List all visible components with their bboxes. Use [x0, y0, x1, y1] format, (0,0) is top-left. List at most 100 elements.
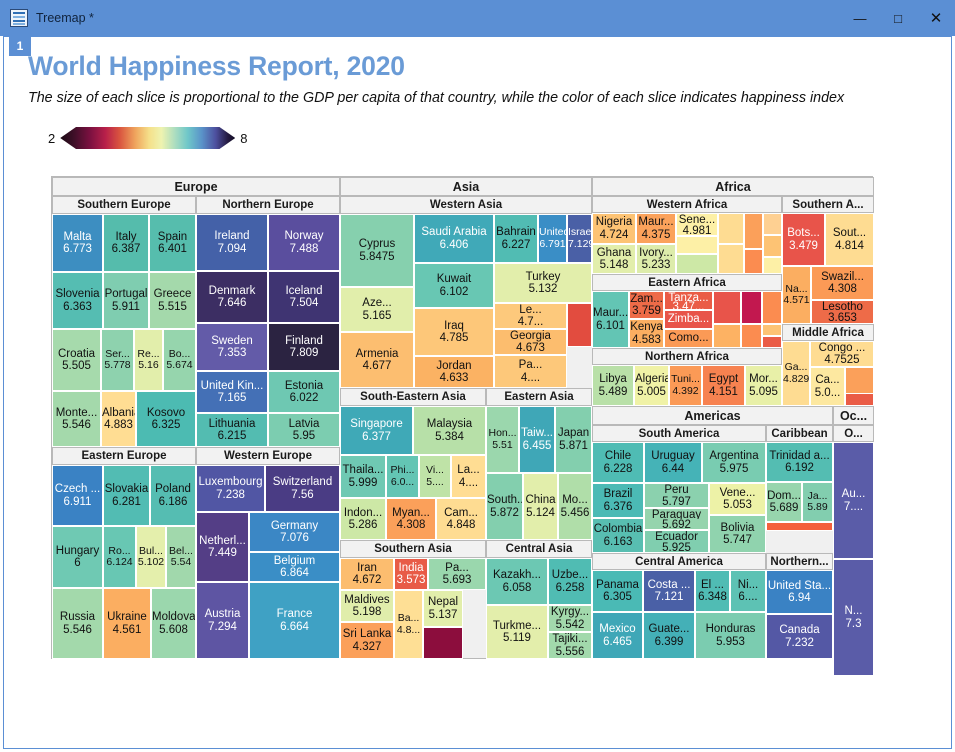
treemap-cell[interactable]: Tanza... 3.47...: [664, 291, 713, 310]
treemap-cell[interactable]: Monte... 5.546: [52, 391, 101, 447]
treemap-cell[interactable]: La... 4....: [451, 455, 486, 498]
treemap-cell[interactable]: El ... 6.348: [695, 570, 730, 612]
treemap-cell[interactable]: Brazil 6.376: [592, 483, 644, 518]
treemap-cell[interactable]: Saudi Arabia 6.406: [414, 214, 494, 263]
treemap-cell[interactable]: Myan... 4.308: [386, 498, 436, 540]
treemap-cell[interactable]: Costa ... 7.121: [643, 570, 695, 612]
treemap-cell[interactable]: Maldives 5.198: [340, 590, 394, 622]
treemap-cell[interactable]: Algeria 5.005: [634, 365, 669, 406]
treemap-cell[interactable]: Jordan 4.633: [414, 356, 494, 388]
treemap-cell[interactable]: Guate... 6.399: [643, 612, 695, 659]
subregion-header[interactable]: Northern Europe: [196, 196, 340, 214]
subregion-header[interactable]: Western Europe: [196, 447, 340, 465]
treemap-cell[interactable]: Ga... 4.829: [782, 341, 810, 406]
treemap-cell[interactable]: Pa... 5.693: [428, 558, 486, 590]
treemap-cell[interactable]: Turkey 5.132: [494, 263, 592, 303]
subregion-header[interactable]: Western Africa: [592, 196, 782, 213]
treemap-cell[interactable]: United Arab ...6.791: [538, 214, 567, 263]
subregion-header[interactable]: Western Asia: [340, 196, 592, 214]
treemap-cell[interactable]: Dom... 5.689: [766, 482, 802, 522]
treemap-cell[interactable]: Malta 6.773: [52, 214, 103, 272]
treemap-cell[interactable]: [741, 291, 762, 324]
treemap-cell[interactable]: Swazil... 4.308: [811, 266, 874, 300]
treemap-cell[interactable]: Ja... 5.89: [802, 482, 833, 522]
treemap-cell[interactable]: India 3.573: [394, 558, 428, 590]
treemap-cell[interactable]: Le... 4.7...: [494, 303, 567, 329]
treemap-cell[interactable]: Iran 4.672: [340, 558, 394, 590]
treemap-cell[interactable]: Indon... 5.286: [340, 498, 386, 540]
subregion-header[interactable]: South-Eastern Asia: [340, 388, 486, 406]
treemap-cell[interactable]: Bahrain 6.227: [494, 214, 538, 263]
minimize-icon[interactable]: —: [853, 10, 867, 26]
treemap-cell[interactable]: [567, 303, 592, 347]
treemap-cell[interactable]: Vene... 5.053: [709, 483, 766, 515]
treemap-cell[interactable]: Moldova 5.608: [151, 588, 196, 659]
treemap-cell[interactable]: United Kin... 7.165: [196, 371, 268, 413]
treemap-cell[interactable]: Russia 5.546: [52, 588, 103, 659]
treemap-cell[interactable]: Kosovo 6.325: [136, 391, 196, 447]
treemap-cell[interactable]: Germany 7.076: [249, 512, 340, 552]
treemap-cell[interactable]: Bel... 5.54: [166, 526, 196, 588]
treemap-cell[interactable]: Taiw... 6.455: [519, 406, 555, 473]
treemap-cell[interactable]: Nigeria 4.724: [592, 213, 636, 244]
treemap-cell[interactable]: Uzbe... 6.258: [548, 558, 592, 605]
treemap-cell[interactable]: [762, 324, 782, 336]
treemap-cell[interactable]: Ro... 6.124: [103, 526, 136, 588]
treemap-cell[interactable]: Finland 7.809: [268, 323, 340, 371]
treemap-cell[interactable]: Maur... 4.375: [636, 213, 676, 244]
subregion-header[interactable]: Central America: [592, 553, 766, 570]
subregion-header[interactable]: Eastern Asia: [486, 388, 592, 406]
treemap-cell[interactable]: Kazakh... 6.058: [486, 558, 548, 605]
treemap-cell[interactable]: Como...: [664, 329, 713, 348]
subregion-header[interactable]: Middle Africa: [782, 324, 874, 341]
subregion-header[interactable]: South America: [592, 425, 766, 442]
subregion-header[interactable]: Northern Africa: [592, 348, 782, 365]
treemap-cell[interactable]: Singapore 6.377: [340, 406, 413, 455]
treemap-cell[interactable]: [744, 249, 763, 274]
subregion-header[interactable]: Southern A...: [782, 196, 874, 213]
treemap-cell[interactable]: [766, 522, 833, 531]
subregion-header[interactable]: Eastern Europe: [52, 447, 196, 465]
treemap-cell[interactable]: Pa... 4....: [494, 355, 567, 388]
treemap-cell[interactable]: Bul... 5.102: [136, 526, 166, 588]
treemap-cell[interactable]: Belgium 6.864: [249, 552, 340, 582]
treemap-cell[interactable]: Norway 7.488: [268, 214, 340, 271]
treemap-cell[interactable]: Maur... 6.101: [592, 291, 629, 348]
treemap-cell[interactable]: Lithuania 6.215: [196, 413, 268, 447]
treemap-cell[interactable]: Sri Lanka 4.327: [340, 622, 394, 659]
treemap-cell[interactable]: Sout... 4.814: [825, 213, 874, 266]
treemap-cell[interactable]: Ghana 5.148: [592, 244, 636, 274]
treemap-cell[interactable]: Honduras 5.953: [695, 612, 766, 659]
treemap-cell[interactable]: Slovenia 6.363: [52, 272, 103, 329]
treemap-cell[interactable]: Vi... 5....: [419, 455, 451, 498]
treemap-cell[interactable]: Portugal 5.911: [103, 272, 149, 329]
treemap-cell[interactable]: Sweden 7.353: [196, 323, 268, 371]
treemap-cell[interactable]: Ireland 7.094: [196, 214, 268, 271]
treemap-cell[interactable]: Ukraine 4.561: [103, 588, 151, 659]
subregion-header[interactable]: Southern Asia: [340, 540, 486, 558]
treemap-cell[interactable]: Hungary 6: [52, 526, 103, 588]
treemap-cell[interactable]: China 5.124: [523, 473, 558, 540]
subregion-header[interactable]: Central Asia: [486, 540, 592, 558]
region-header[interactable]: Europe: [52, 177, 340, 196]
treemap-cell[interactable]: Aze... 5.165: [340, 287, 414, 332]
treemap-cell[interactable]: Mo... 5.456: [558, 473, 592, 540]
subregion-header[interactable]: Eastern Africa: [592, 274, 782, 291]
subregion-header[interactable]: Southern Europe: [52, 196, 196, 214]
treemap-cell[interactable]: United Sta... 6.94: [766, 570, 833, 614]
treemap-cell[interactable]: Bots... 3.479: [782, 213, 825, 266]
treemap-cell[interactable]: Chile 6.228: [592, 442, 644, 483]
treemap-cell[interactable]: Denmark 7.646: [196, 271, 268, 323]
treemap-cell[interactable]: Netherl... 7.449: [196, 512, 249, 582]
treemap-cell[interactable]: [762, 336, 782, 348]
treemap-cell[interactable]: Luxembourg 7.238: [196, 465, 265, 512]
treemap-cell[interactable]: Hon... 5.51: [486, 406, 519, 473]
treemap-cell[interactable]: [763, 257, 782, 274]
treemap-cell[interactable]: Bolivia 5.747: [709, 515, 766, 553]
treemap-cell[interactable]: Spain 6.401: [149, 214, 196, 272]
treemap-cell[interactable]: [762, 291, 782, 324]
treemap-cell[interactable]: Kuwait 6.102: [414, 263, 494, 308]
treemap-cell[interactable]: [676, 254, 718, 274]
treemap-cell[interactable]: Kyrgy... 5.542: [548, 605, 592, 632]
treemap-cell[interactable]: Japan 5.871: [555, 406, 592, 473]
